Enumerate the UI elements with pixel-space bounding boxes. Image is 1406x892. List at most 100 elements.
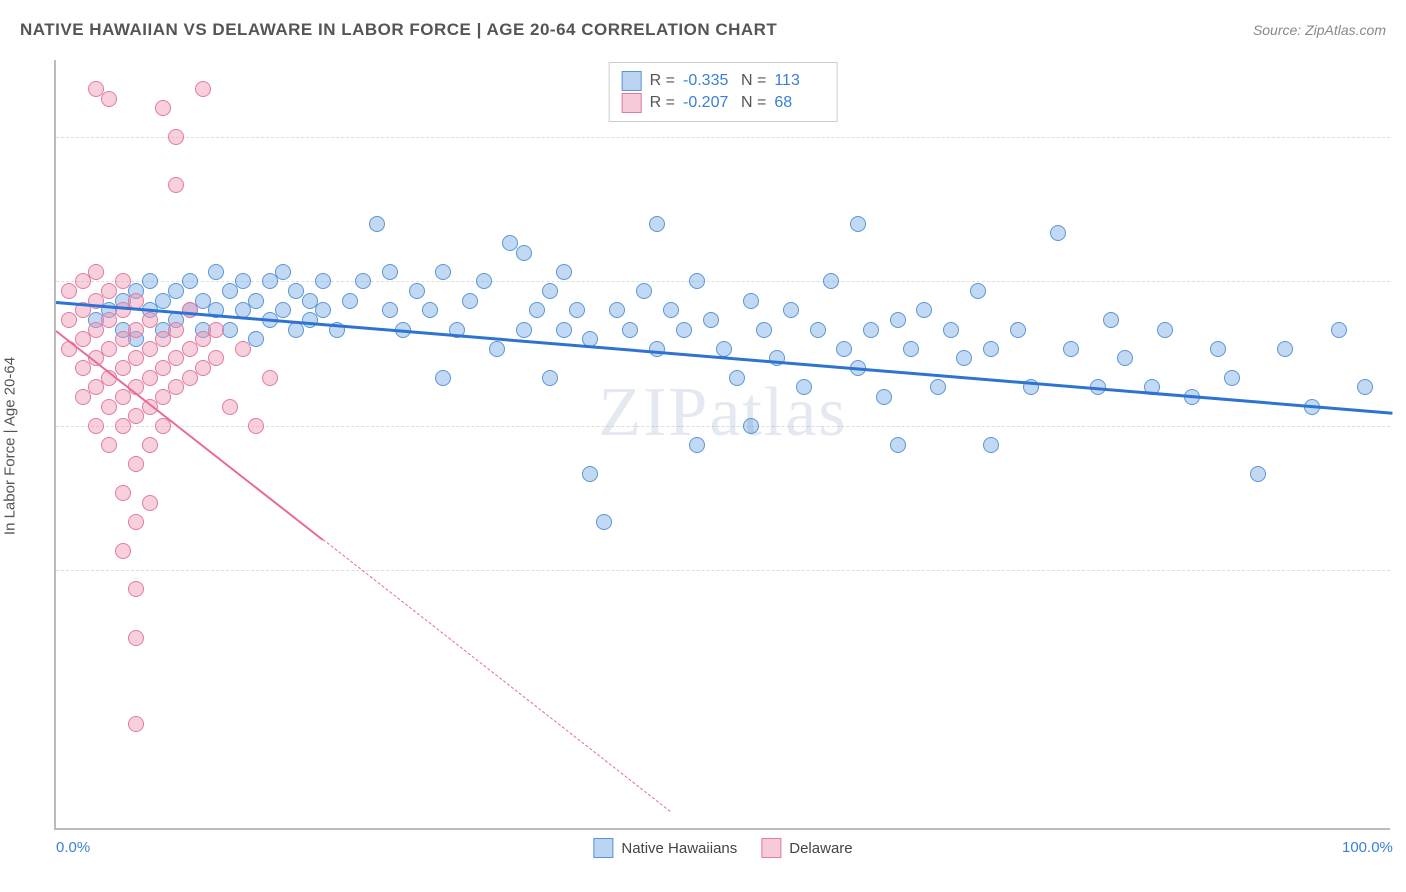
data-point [556,322,572,338]
legend-row: R = -0.207 N = 68 [622,93,825,113]
data-point [128,581,144,597]
r-value: -0.335 [683,72,733,90]
y-tick-label: 55.0% [1396,562,1406,579]
data-point [115,273,131,289]
data-point [128,716,144,732]
data-point [1010,322,1026,338]
gridline [56,137,1390,138]
r-label: R = [650,94,675,112]
data-point [542,283,558,299]
data-point [556,264,572,280]
n-value: 113 [774,72,824,90]
data-point [1331,322,1347,338]
data-point [88,264,104,280]
data-point [88,418,104,434]
data-point [409,283,425,299]
data-point [903,341,919,357]
data-point [128,514,144,530]
data-point [850,216,866,232]
series-legend: Native Hawaiians Delaware [593,838,852,858]
trend-line [56,301,1392,415]
data-point [890,312,906,328]
data-point [569,302,585,318]
data-point [596,514,612,530]
data-point [142,495,158,511]
data-point [435,370,451,386]
x-tick-label: 100.0% [1342,839,1393,856]
data-point [182,273,198,289]
data-point [382,302,398,318]
data-point [262,370,278,386]
r-value: -0.207 [683,94,733,112]
legend-swatch [761,838,781,858]
data-point [1250,466,1266,482]
source-label: Source: ZipAtlas.com [1253,22,1386,38]
trend-line [55,330,323,541]
data-point [703,312,719,328]
data-point [636,283,652,299]
data-point [275,264,291,280]
data-point [222,399,238,415]
data-point [462,293,478,309]
y-tick-label: 85.0% [1396,273,1406,290]
data-point [208,264,224,280]
data-point [529,302,545,318]
data-point [1224,370,1240,386]
data-point [435,264,451,280]
data-point [315,302,331,318]
n-label: N = [741,94,766,112]
data-point [542,370,558,386]
data-point [970,283,986,299]
data-point [649,216,665,232]
data-point [863,322,879,338]
data-point [516,322,532,338]
data-point [155,100,171,116]
data-point [142,273,158,289]
data-point [743,293,759,309]
chart-header: NATIVE HAWAIIAN VS DELAWARE IN LABOR FOR… [20,20,1386,40]
data-point [101,91,117,107]
data-point [1357,379,1373,395]
data-point [382,264,398,280]
data-point [422,302,438,318]
correlation-legend: R = -0.335 N = 113 R = -0.207 N = 68 [609,62,838,122]
y-tick-label: 100.0% [1396,129,1406,146]
data-point [115,485,131,501]
legend-item: Native Hawaiians [593,838,737,858]
data-point [983,437,999,453]
chart-title: NATIVE HAWAIIAN VS DELAWARE IN LABOR FOR… [20,20,777,40]
data-point [1277,341,1293,357]
n-value: 68 [774,94,824,112]
data-point [195,81,211,97]
data-point [168,129,184,145]
data-point [516,245,532,261]
data-point [810,322,826,338]
data-point [128,630,144,646]
data-point [689,273,705,289]
data-point [622,322,638,338]
data-point [756,322,772,338]
data-point [128,456,144,472]
data-point [663,302,679,318]
data-point [743,418,759,434]
legend-item: Delaware [761,838,852,858]
data-point [355,273,371,289]
data-point [208,350,224,366]
x-tick-label: 0.0% [56,839,90,856]
data-point [369,216,385,232]
data-point [983,341,999,357]
data-point [1050,225,1066,241]
data-point [1103,312,1119,328]
data-point [101,437,117,453]
data-point [342,293,358,309]
data-point [235,341,251,357]
data-point [890,437,906,453]
data-point [182,302,198,318]
data-point [943,322,959,338]
data-point [609,302,625,318]
scatter-chart: ZIPatlas R =-0.335N =113R =-0.207N =68 N… [54,60,1390,830]
legend-swatch [622,93,642,113]
data-point [676,322,692,338]
data-point [1063,341,1079,357]
legend-label: Native Hawaiians [621,840,737,857]
